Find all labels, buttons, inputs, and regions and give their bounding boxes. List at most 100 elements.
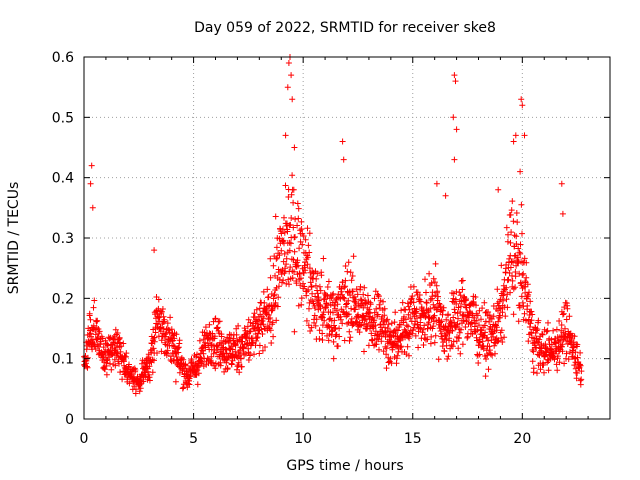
data-point xyxy=(89,204,96,211)
data-point xyxy=(339,291,345,298)
data-point xyxy=(297,275,304,282)
data-point xyxy=(475,360,482,366)
data-point xyxy=(365,309,372,316)
data-point xyxy=(383,317,390,324)
data-point xyxy=(371,317,378,324)
data-point xyxy=(410,283,417,290)
data-point xyxy=(257,321,264,328)
data-point xyxy=(451,306,458,313)
data-point xyxy=(524,281,531,288)
data-point xyxy=(86,310,93,317)
data-point xyxy=(346,328,353,335)
data-point xyxy=(396,336,403,343)
data-point xyxy=(571,333,578,340)
data-point xyxy=(100,344,107,351)
data-point xyxy=(367,301,374,308)
data-point xyxy=(206,321,213,328)
data-point xyxy=(114,340,121,347)
data-point xyxy=(306,230,313,237)
data-point xyxy=(521,310,528,317)
data-point xyxy=(387,355,394,362)
data-point xyxy=(307,279,314,286)
data-point xyxy=(151,247,158,254)
data-point xyxy=(490,313,497,320)
grid-lines xyxy=(84,57,610,419)
data-point xyxy=(556,359,563,366)
data-point xyxy=(405,311,412,318)
data-point xyxy=(507,264,514,271)
data-point xyxy=(432,332,439,339)
data-point xyxy=(457,292,464,299)
data-point xyxy=(360,321,367,328)
y-tick-label: 0.1 xyxy=(52,352,74,368)
data-point xyxy=(540,361,547,368)
data-point xyxy=(366,306,373,313)
data-point xyxy=(514,260,521,267)
data-point xyxy=(420,342,427,348)
data-point xyxy=(399,299,406,306)
data-point xyxy=(328,294,335,301)
data-point xyxy=(171,335,178,342)
data-point xyxy=(312,282,319,289)
data-point xyxy=(527,320,534,327)
data-point xyxy=(292,216,299,223)
data-point xyxy=(210,359,216,366)
data-point xyxy=(525,316,532,323)
data-point xyxy=(574,354,581,361)
data-point xyxy=(559,210,566,217)
data-point xyxy=(83,363,90,370)
data-point xyxy=(435,293,441,300)
data-point xyxy=(561,304,568,311)
data-point xyxy=(479,338,486,345)
data-point xyxy=(360,291,367,298)
data-point xyxy=(261,299,268,306)
data-point xyxy=(533,327,540,334)
data-point xyxy=(305,242,312,249)
data-point xyxy=(330,290,337,297)
data-point xyxy=(451,156,458,163)
data-point xyxy=(317,287,324,294)
data-point xyxy=(383,365,390,372)
data-point xyxy=(566,331,573,338)
data-point xyxy=(510,138,517,145)
data-point xyxy=(212,365,219,372)
data-point xyxy=(345,259,352,266)
data-point xyxy=(200,336,207,343)
data-point xyxy=(530,348,537,355)
data-point xyxy=(108,366,115,373)
data-point xyxy=(507,289,514,296)
data-point xyxy=(300,270,307,276)
data-point xyxy=(497,312,504,319)
data-point xyxy=(572,349,579,356)
data-point xyxy=(438,318,445,325)
y-tick-label: 0 xyxy=(65,412,74,428)
data-point xyxy=(285,60,292,66)
data-point xyxy=(340,156,347,163)
data-point xyxy=(151,357,157,364)
data-point xyxy=(158,348,165,355)
data-point xyxy=(507,211,514,218)
data-point xyxy=(289,275,296,281)
data-point xyxy=(480,345,487,352)
data-point xyxy=(316,335,323,342)
data-point xyxy=(325,337,332,344)
data-point xyxy=(361,317,368,323)
data-point xyxy=(173,331,180,338)
data-point xyxy=(468,326,475,333)
data-point xyxy=(510,218,517,225)
data-point xyxy=(196,337,203,344)
data-point xyxy=(477,339,483,346)
y-tick-label: 0.6 xyxy=(52,50,74,66)
data-point xyxy=(523,259,530,266)
data-point xyxy=(176,337,183,344)
data-point xyxy=(265,311,272,318)
data-point xyxy=(150,335,157,342)
data-point xyxy=(430,323,437,330)
data-point xyxy=(486,318,493,325)
data-point xyxy=(259,318,266,324)
data-point xyxy=(371,295,378,302)
data-point xyxy=(476,351,483,358)
data-point xyxy=(222,338,229,345)
data-point xyxy=(414,315,420,322)
data-point xyxy=(369,337,376,344)
